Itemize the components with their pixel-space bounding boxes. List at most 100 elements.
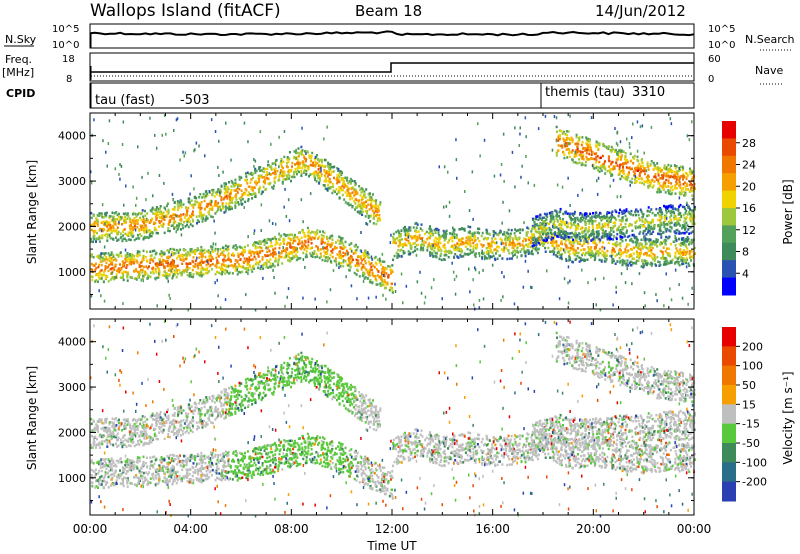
power-cell [496, 249, 499, 253]
power-cell [276, 242, 279, 245]
power-cell [399, 239, 402, 242]
power-cell [165, 215, 168, 219]
power-cell [234, 247, 237, 251]
power-cell [141, 228, 144, 231]
power-cell [564, 133, 567, 136]
power-cell [107, 252, 110, 255]
power-cell [288, 243, 291, 246]
power-cell [368, 280, 371, 284]
power-cell [645, 246, 648, 249]
power-cell [371, 268, 374, 272]
power-cell [580, 259, 582, 262]
power-cell [171, 247, 174, 251]
power-cell [305, 253, 308, 256]
power-cell [506, 231, 509, 234]
power-cell [317, 248, 319, 251]
power-cell [601, 215, 603, 219]
power-cell [224, 195, 227, 198]
power-cell [631, 257, 634, 260]
power-cell [142, 274, 145, 278]
power-cell [207, 202, 210, 206]
power-cell [133, 224, 136, 228]
power-cell [213, 195, 216, 198]
power-cell [177, 215, 180, 218]
power-cell [588, 248, 590, 251]
power-cell [328, 177, 331, 181]
power-cell [593, 167, 596, 170]
power-cell [397, 253, 400, 256]
power-cell [317, 237, 319, 240]
power-cell [208, 270, 211, 273]
power-cell [201, 214, 203, 217]
power-cell [400, 232, 402, 236]
power-cell [286, 165, 289, 169]
power-cell [399, 234, 402, 238]
power-cell [537, 225, 540, 229]
power-cell [187, 197, 190, 200]
power-cell [227, 272, 230, 275]
power-cell [669, 230, 672, 233]
power-cell [349, 265, 352, 269]
power-cell [612, 259, 615, 263]
power-cell [241, 193, 244, 196]
power-cell [255, 169, 258, 173]
power-cell [136, 250, 139, 253]
power-cell [685, 203, 688, 206]
power-cell [136, 222, 139, 225]
power-cell [314, 165, 317, 168]
power-cell [227, 194, 230, 197]
power-cell [361, 196, 364, 199]
power-cell [344, 260, 347, 263]
power-cell [159, 212, 162, 215]
power-cell [633, 235, 636, 238]
power-cell [602, 251, 605, 254]
power-cell [171, 260, 174, 263]
power-cell [198, 220, 200, 223]
power-cell [334, 258, 337, 262]
power-cell [674, 262, 676, 265]
power-cell [199, 203, 202, 206]
power-cell [191, 268, 194, 272]
power-cell [590, 246, 593, 249]
power-cell [263, 243, 266, 246]
power-cell [685, 261, 687, 265]
power-cell [301, 228, 304, 232]
power-cell [131, 226, 134, 229]
power-cell [286, 243, 288, 246]
power-cell [202, 192, 205, 196]
power-cell [566, 134, 569, 137]
power-cell [621, 216, 624, 220]
power-cell [219, 205, 221, 208]
power-cell [168, 251, 171, 254]
power-cell [602, 241, 604, 244]
power-cell [488, 233, 491, 236]
power-cell [144, 271, 147, 274]
power-cell [367, 260, 370, 263]
power-cell [209, 207, 212, 210]
power-cell [182, 226, 185, 230]
power-cell [293, 150, 296, 153]
power-cell [620, 175, 623, 178]
power-cell [553, 247, 556, 250]
power-cell [472, 248, 475, 251]
power-cell [632, 246, 635, 250]
power-cell [108, 216, 111, 220]
power-cell [473, 233, 476, 236]
power-cell [588, 229, 591, 233]
power-cell [626, 160, 629, 164]
power-cell [123, 237, 126, 241]
power-cell [654, 240, 657, 243]
power-cell [236, 191, 239, 194]
power-cell [601, 223, 604, 226]
power-cell [242, 254, 244, 257]
power-cell [624, 210, 627, 214]
power-cell [409, 251, 412, 254]
power-cell [545, 214, 548, 217]
power-cell [304, 159, 307, 163]
power-cell [194, 200, 197, 203]
power-cell [141, 224, 144, 228]
power-cell [228, 264, 231, 268]
power-cell [669, 255, 672, 258]
power-cell [693, 246, 696, 250]
power-cell [193, 203, 196, 206]
